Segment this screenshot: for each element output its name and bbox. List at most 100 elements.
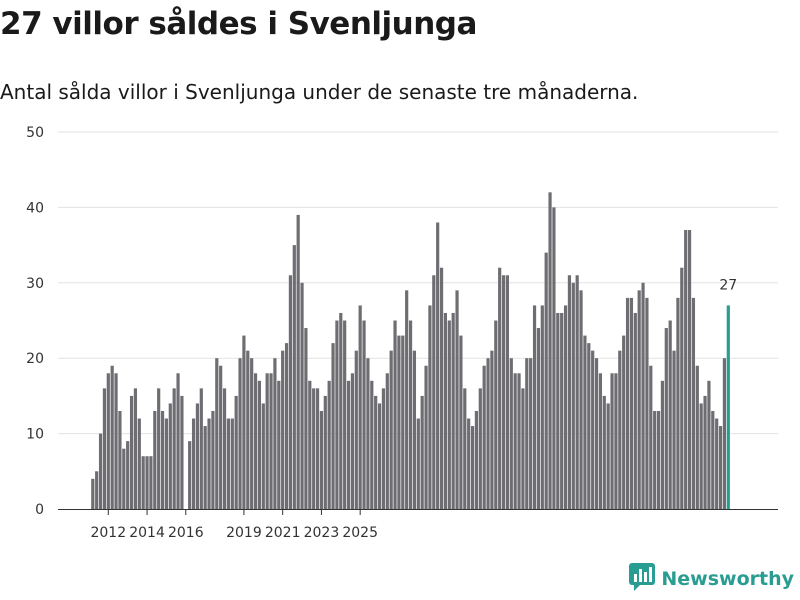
bar [257,380,262,509]
bar [579,290,583,509]
bar [385,373,389,509]
bar [315,388,320,509]
bar [277,380,281,509]
bar [575,275,579,509]
bar [199,388,203,509]
chart-subtitle: Antal sålda villor i Svenljunga under de… [0,80,639,104]
bar [343,320,347,509]
bar [393,320,397,509]
bar [718,426,723,509]
bar [455,290,459,509]
bar [176,373,180,509]
bar [284,343,289,509]
bar [288,275,293,509]
bar [129,395,134,509]
bar [436,222,440,510]
bar [544,252,548,509]
bar [672,350,676,509]
bar [312,388,316,509]
bar [420,395,424,509]
bar [304,328,308,509]
newsworthy-brand[interactable]: Newsworthy [629,563,794,594]
bar [501,275,506,509]
bar [583,335,587,509]
bar [191,418,196,509]
labels: 0 10 20 30 40 50 2012 2014 2016 2019 2021 2023 2025 2… [26,125,737,541]
bar [331,343,335,509]
bar [145,456,149,509]
y-tick-label: 0 [35,502,44,518]
bar [517,373,521,509]
bar [195,403,200,509]
bar [416,418,420,509]
bar [160,410,165,509]
bar [680,267,684,509]
bar [327,380,331,509]
bar [339,312,343,509]
y-tick-label: 50 [26,125,44,141]
bar [498,267,502,509]
last-value-label: 27 [719,277,737,293]
bar [358,305,362,509]
bar [722,358,727,509]
bar [490,350,494,509]
bar [486,358,490,509]
bar [389,350,393,509]
bar [377,403,382,509]
bar [641,282,645,509]
bar [645,297,649,509]
bar [242,335,246,509]
bar [323,395,327,509]
bar [366,358,370,509]
bar [269,373,273,509]
bar [633,312,637,509]
bar [691,297,696,509]
bar [664,328,668,509]
bar [354,350,358,509]
y-tick-label: 10 [26,427,44,443]
bar [439,267,444,509]
bar [625,297,630,509]
bar [598,373,603,509]
bar [618,350,622,509]
bar [451,312,455,509]
bar [374,395,378,509]
bar [397,335,401,509]
bar [668,320,672,509]
bar [122,448,126,509]
bar [432,275,436,509]
bar [149,456,153,509]
bar [443,312,448,509]
bar-highlight [726,305,730,509]
bar-series [91,192,730,510]
bar [606,403,610,509]
bar [180,395,184,509]
brand-name: Newsworthy [661,568,794,590]
bar [106,373,110,509]
bar [246,350,250,509]
bar [656,410,661,509]
bar [114,373,118,509]
bar [253,373,258,509]
x-tick-label: 2016 [168,525,204,541]
bar [540,305,544,509]
bar [703,395,707,509]
bar [412,350,417,509]
bar [687,230,692,509]
bar [548,192,552,509]
bar [261,403,265,509]
bar [238,358,242,509]
bar [424,365,428,509]
bar [684,230,688,509]
bar [521,388,525,509]
bar [222,388,227,509]
bar [695,365,699,509]
bar [226,418,231,509]
bar [211,410,215,509]
bar [292,245,296,509]
bar [556,312,560,509]
bar [219,365,223,509]
bar [203,426,207,509]
bar [265,373,269,509]
